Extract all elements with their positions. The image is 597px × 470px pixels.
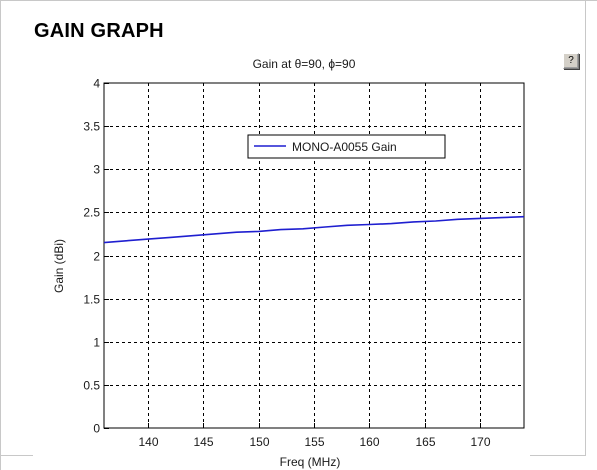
x-axis-label: Freq (MHz) bbox=[280, 455, 341, 469]
y-tick-label: 2.5 bbox=[83, 206, 100, 220]
chart-title: Gain at θ=90, ϕ=90 bbox=[253, 57, 356, 71]
page-title: GAIN GRAPH bbox=[34, 20, 164, 42]
y-tick-label: 1 bbox=[93, 336, 100, 350]
x-tick-label: 160 bbox=[359, 435, 379, 449]
x-tick-label: 140 bbox=[138, 435, 158, 449]
panel-border-top bbox=[0, 0, 597, 1]
x-tick-label: 145 bbox=[193, 435, 213, 449]
legend-label: MONO-A0055 Gain bbox=[292, 140, 397, 154]
y-axis-label: Gain (dBi) bbox=[52, 239, 66, 293]
panel-border-bottom-left bbox=[0, 455, 33, 456]
series-layer bbox=[103, 215, 525, 244]
y-tick-label: 0.5 bbox=[83, 379, 100, 393]
y-tick-label: 0 bbox=[93, 422, 100, 436]
axis-ticks: 140 145 150 155 160 165 170 0 0.5 1 1.5 2 2.5 3 3.5 4 bbox=[83, 77, 491, 450]
legend-box bbox=[247, 134, 446, 159]
series-line bbox=[103, 215, 525, 244]
x-tick-label: 170 bbox=[470, 435, 490, 449]
help-button[interactable]: ? bbox=[563, 53, 579, 69]
y-tick-label: 3 bbox=[93, 163, 100, 177]
panel-border-left bbox=[0, 0, 1, 470]
x-tick-label: 165 bbox=[415, 435, 435, 449]
panel-border-bottom-right bbox=[530, 455, 586, 456]
y-tick-label: 1.5 bbox=[83, 293, 100, 307]
y-tick-label: 2 bbox=[93, 250, 100, 264]
y-tick-label: 4 bbox=[93, 77, 100, 91]
grid-lines bbox=[104, 83, 524, 428]
x-tick-label: 155 bbox=[304, 435, 324, 449]
legend: MONO-A0055 Gain bbox=[247, 134, 446, 159]
panel-border-right bbox=[585, 0, 586, 455]
y-tick-label: 3.5 bbox=[83, 120, 100, 134]
x-tick-label: 150 bbox=[249, 435, 269, 449]
